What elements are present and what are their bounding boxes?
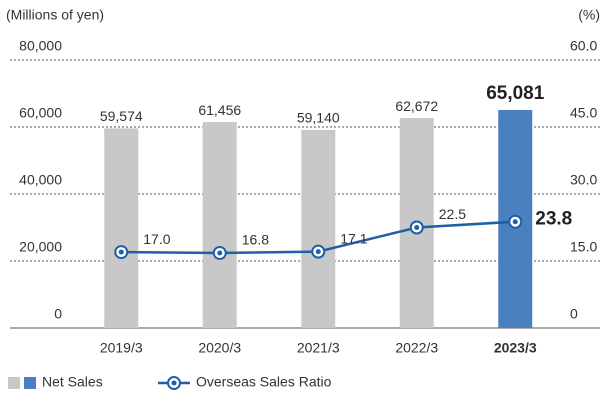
- line-value-label: 22.5: [439, 206, 466, 222]
- x-tick-label: 2019/3: [100, 340, 143, 356]
- x-tick-label: 2021/3: [297, 340, 340, 356]
- y2-tick-label: 0: [570, 306, 578, 322]
- legend-marker-dot: [171, 380, 177, 386]
- y2-tick-label: 30.0: [570, 172, 597, 188]
- legend-label: Net Sales: [42, 374, 103, 390]
- bar-value-label: 62,672: [395, 98, 438, 114]
- x-tick-label: 2020/3: [198, 340, 241, 356]
- bar-value-label: 65,081: [486, 83, 545, 104]
- y-axis-label: (Millions of yen): [6, 7, 104, 23]
- legend-label: Overseas Sales Ratio: [196, 374, 332, 390]
- legend-swatch: [8, 377, 20, 389]
- line-marker-dot: [315, 249, 321, 255]
- bar-value-label: 59,574: [100, 108, 143, 124]
- y-tick-label: 60,000: [19, 105, 62, 121]
- line-value-label: 16.8: [242, 232, 269, 248]
- bar-value-label: 61,456: [198, 102, 241, 118]
- line-marker-dot: [118, 249, 124, 255]
- x-tick-label: 2022/3: [395, 340, 438, 356]
- y2-axis-label: (%): [578, 7, 600, 23]
- line-marker-dot: [414, 225, 420, 230]
- line-marker-dot: [217, 250, 223, 256]
- line-value-label: 17.0: [143, 231, 170, 247]
- y-tick-label: 40,000: [19, 172, 62, 188]
- bar: [104, 128, 139, 328]
- y2-tick-label: 60.0: [570, 38, 597, 54]
- line-marker-dot: [512, 219, 518, 225]
- y2-tick-label: 15.0: [570, 239, 597, 255]
- y-tick-label: 0: [54, 306, 62, 322]
- y-tick-label: 80,000: [19, 38, 62, 54]
- y-tick-label: 20,000: [19, 239, 62, 255]
- line-value-label: 17.1: [340, 230, 367, 246]
- line-value-label: 23.8: [535, 209, 572, 230]
- bar-value-label: 59,140: [297, 110, 340, 126]
- legend-swatch: [24, 377, 36, 389]
- bar: [202, 122, 237, 328]
- bar: [301, 129, 336, 328]
- x-tick-label: 2023/3: [494, 340, 537, 356]
- y2-tick-label: 45.0: [570, 105, 597, 121]
